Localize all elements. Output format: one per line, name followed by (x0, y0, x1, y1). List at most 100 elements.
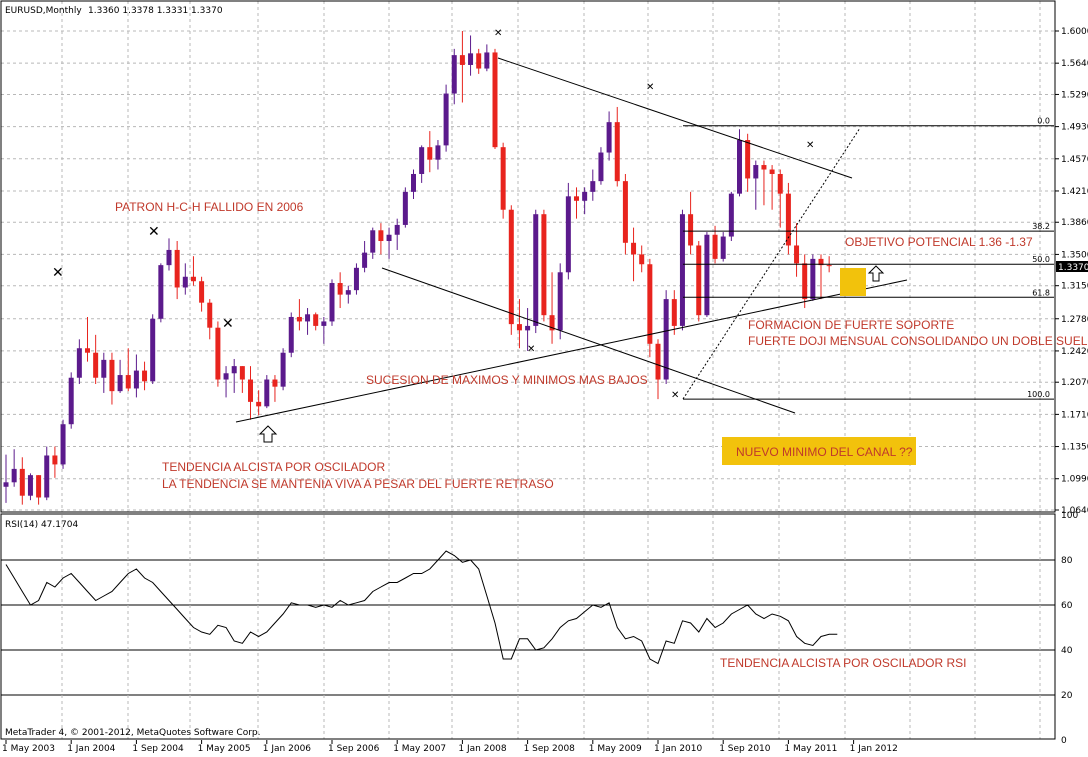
fib-level-label: 50.0 (1032, 255, 1050, 264)
candle-body (207, 302, 213, 328)
price-tick-label: 1.5290 (1061, 90, 1088, 100)
candle-body (468, 53, 474, 65)
candle-body (492, 52, 498, 148)
time-tick-label: 1 Jan 2012 (850, 744, 898, 754)
candle-body (818, 258, 824, 266)
candle-body (443, 93, 449, 146)
time-tick-label: 1 May 2009 (589, 744, 642, 754)
candle-body (329, 283, 335, 322)
time-tick-label: 1 May 2005 (198, 744, 251, 754)
candle-body (280, 352, 286, 387)
rsi-tick-label: 0 (1061, 736, 1067, 746)
candle-body (370, 230, 376, 253)
fibonacci-levels: 0.0 38.2 50.0 61.8 100.0 (683, 117, 1054, 400)
candle-body (622, 181, 628, 243)
candle-body (435, 145, 441, 160)
time-tick-label: 1 May 2003 (2, 744, 55, 754)
fibonacci-trend-line (682, 127, 861, 400)
candle-body (402, 191, 408, 225)
candle-body (557, 272, 563, 331)
time-tick-label: 1 Jan 2010 (654, 744, 702, 754)
x-marker: ✕ (671, 390, 679, 401)
x-marker: ✕ (806, 140, 814, 151)
price-tick-label: 1.6000 (1061, 27, 1088, 37)
candle-body (27, 475, 33, 496)
annotation-doji: FUERTE DOJI MENSUAL CONSOLIDANDO UN DOBL… (748, 334, 1088, 348)
candle-body (223, 373, 229, 380)
candle-body (36, 475, 42, 498)
candle-body (508, 209, 514, 325)
annotation-tendencia-2: LA TENDENCIA SE MANTENIA VIVA A PESAR DE… (162, 477, 554, 491)
candle-body (199, 281, 205, 303)
rsi-axis: 100 80 60 40 20 0 (1061, 511, 1078, 746)
candle-body (574, 196, 579, 201)
candle-body (11, 468, 17, 483)
rsi-label: RSI(14) 47.1704 (5, 520, 78, 530)
candle-body (631, 242, 637, 255)
candle-body (313, 314, 319, 326)
candle-body (459, 55, 465, 65)
time-tick-label: 1 Jan 2004 (67, 744, 115, 754)
candle-body (663, 299, 669, 380)
candle-body (745, 140, 751, 179)
candle-body (174, 249, 180, 288)
time-tick-label: 1 Sep 2006 (328, 744, 380, 754)
candle-body (516, 324, 522, 331)
candle-body (737, 140, 742, 194)
rsi-tick-label: 20 (1061, 691, 1073, 701)
doji-highlight-box (840, 268, 866, 296)
time-tick-label: 1 May 2007 (393, 744, 446, 754)
candle-body (411, 173, 416, 192)
candle-body (696, 245, 702, 316)
candle-body (704, 234, 710, 316)
price-axis: 1.6000 1.5640 1.5290 1.4930 1.4570 1.4210 1.38… (1055, 27, 1088, 516)
price-tick-label: 1.2070 (1061, 378, 1088, 388)
candle-body (785, 193, 791, 246)
fib-level-label: 0.0 (1037, 117, 1050, 126)
annotation-sucesion: SUCESION DE MAXIMOS Y MINIMOS MAS BAJOS (366, 373, 648, 387)
candle-body (248, 379, 253, 402)
candle-body (256, 401, 262, 407)
price-tick-label: 1.3860 (1061, 218, 1088, 228)
candle-body (321, 321, 327, 326)
up-arrow-icon (867, 265, 885, 282)
candle-body (109, 359, 115, 392)
annotation-tendencia-1: TENDENCIA ALCISTA POR OSCILADOR (162, 460, 386, 474)
candle-body (728, 193, 734, 237)
candle-body (19, 468, 25, 496)
price-tick-label: 1.4210 (1061, 187, 1088, 197)
candle-body (345, 290, 351, 295)
long-term-support-line (235, 279, 908, 423)
rsi-tick-label: 80 (1061, 556, 1073, 566)
chart-title: EURUSD,Monthly (5, 6, 82, 16)
candle-body (182, 276, 188, 288)
current-price-tag (1056, 261, 1088, 272)
candle-body (337, 283, 343, 295)
candle-body (44, 455, 50, 498)
candle-body (305, 314, 311, 322)
candle-body (802, 263, 808, 300)
candle-body (590, 181, 596, 192)
lower-channel-line (381, 267, 796, 414)
candle-body (231, 366, 237, 374)
candle-body (769, 169, 775, 174)
candle-body (565, 196, 571, 273)
price-tick-label: 1.1710 (1061, 410, 1088, 420)
candle-body (288, 316, 294, 353)
candle-body (826, 265, 832, 267)
upper-channel-line (497, 57, 853, 179)
x-marker: ✕ (148, 224, 160, 240)
candle-body (794, 245, 800, 264)
fib-level-label: 61.8 (1032, 288, 1050, 297)
candle-body (93, 352, 99, 378)
time-tick-label: 1 Sep 2008 (524, 744, 576, 754)
candle-body (639, 254, 645, 265)
candle-body (150, 318, 156, 382)
candle-body (215, 327, 221, 380)
candle-body (353, 267, 359, 291)
candle-body (85, 348, 90, 353)
candle-body (598, 152, 604, 182)
candle-body (133, 370, 139, 389)
candle-body (427, 147, 433, 160)
